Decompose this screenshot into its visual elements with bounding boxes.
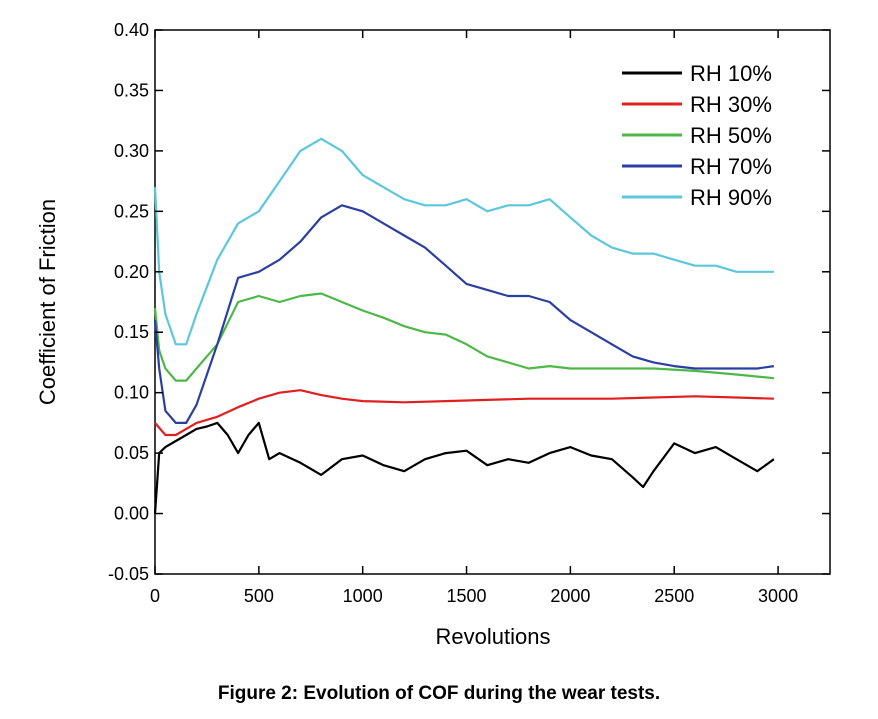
series-line-5 (153, 137, 774, 346)
legend-label-3: RH 50% (690, 123, 772, 148)
y-tick-label: 0.20 (114, 262, 149, 282)
series-line-3 (153, 292, 775, 382)
series-line-2 (154, 389, 774, 437)
plot-frame (154, 29, 831, 575)
legend-label-2: RH 30% (690, 92, 772, 117)
y-tick-label: 0.35 (114, 80, 149, 100)
legend-label-1: RH 10% (690, 61, 772, 86)
y-tick-label: 0.30 (114, 141, 149, 161)
x-tick-label: 1500 (447, 586, 487, 606)
series-line-1 (153, 421, 775, 514)
x-tick-label: 1000 (343, 586, 383, 606)
legend: RH 10% RH 30% RH 50% RH 70% RH 90% (622, 61, 772, 210)
y-tick-label: 0.15 (114, 322, 149, 342)
legend-label-5: RH 90% (690, 185, 772, 210)
x-tick-label: 2500 (654, 586, 694, 606)
y-tick-label: 0.25 (114, 201, 149, 221)
series-lines (153, 137, 775, 514)
x-axis-label: Revolutions (436, 624, 551, 649)
y-tick-label: 0.00 (114, 504, 149, 524)
y-tick-label: -0.05 (108, 564, 149, 584)
x-tick-label: 0 (150, 586, 160, 606)
series-line-4 (153, 204, 775, 424)
x-tick-label: 500 (244, 586, 274, 606)
x-tick-label: 3000 (758, 586, 798, 606)
y-tick-label: 0.40 (114, 20, 149, 40)
figure-caption: Figure 2: Evolution of COF during the we… (217, 683, 661, 704)
axis-ticks: 0 500 1000 1500 2000 2500 3000 -0.05 0.00 0.05 0.1… (108, 20, 830, 606)
y-axis-label: Coefficient of Friction (35, 199, 60, 405)
x-tick-label: 2000 (550, 586, 590, 606)
y-tick-label: 0.10 (114, 383, 149, 403)
chart: 0 500 1000 1500 2000 2500 3000 -0.05 0.00 0.05 0.1… (35, 20, 831, 649)
legend-label-4: RH 70% (690, 154, 772, 179)
y-tick-label: 0.05 (114, 443, 149, 463)
